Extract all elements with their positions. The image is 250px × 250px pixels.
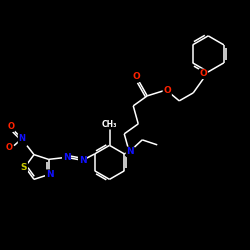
Text: CH₃: CH₃	[102, 120, 117, 129]
Text: N: N	[126, 147, 134, 156]
Text: N: N	[63, 153, 70, 162]
Text: N: N	[46, 170, 53, 179]
Text: S: S	[21, 162, 27, 172]
Text: O: O	[8, 122, 14, 131]
Text: N: N	[18, 134, 26, 143]
Text: O: O	[199, 69, 207, 78]
Text: O: O	[132, 72, 140, 81]
Text: O: O	[163, 86, 171, 95]
Text: N: N	[79, 156, 86, 165]
Text: O: O	[6, 143, 12, 152]
